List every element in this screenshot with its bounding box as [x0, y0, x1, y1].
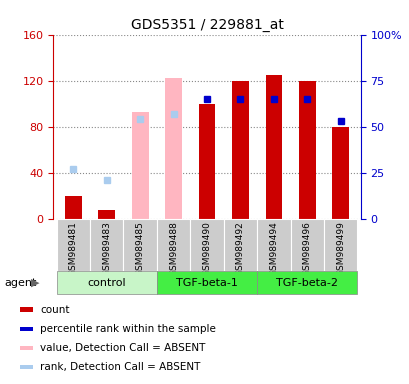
Text: rank, Detection Call = ABSENT: rank, Detection Call = ABSENT: [40, 362, 200, 372]
Text: count: count: [40, 305, 69, 314]
Bar: [165, 78, 182, 219]
Bar: [231, 81, 248, 219]
Bar: [123, 219, 157, 271]
Text: GSM989485: GSM989485: [135, 222, 144, 276]
Bar: [157, 271, 256, 294]
Text: agent: agent: [4, 278, 36, 288]
Bar: [157, 219, 190, 271]
Text: GSM989492: GSM989492: [236, 222, 244, 276]
Text: GSM989481: GSM989481: [69, 222, 78, 276]
Bar: [65, 196, 81, 219]
Title: GDS5351 / 229881_at: GDS5351 / 229881_at: [130, 18, 283, 32]
Bar: [298, 81, 315, 219]
Text: GSM989496: GSM989496: [302, 222, 311, 276]
Bar: [90, 219, 123, 271]
Text: GSM989494: GSM989494: [269, 222, 278, 276]
Text: control: control: [87, 278, 126, 288]
Bar: [20, 365, 33, 369]
Bar: [332, 127, 348, 219]
Text: GSM989488: GSM989488: [169, 222, 178, 276]
Bar: [56, 271, 157, 294]
Text: value, Detection Call = ABSENT: value, Detection Call = ABSENT: [40, 343, 205, 353]
Bar: [290, 219, 323, 271]
Text: ▶: ▶: [31, 278, 39, 288]
Bar: [223, 219, 256, 271]
Bar: [265, 75, 281, 219]
Bar: [132, 112, 148, 219]
Text: percentile rank within the sample: percentile rank within the sample: [40, 324, 215, 334]
Bar: [65, 196, 81, 219]
Bar: [323, 219, 357, 271]
Bar: [256, 271, 357, 294]
Bar: [98, 210, 115, 219]
Bar: [190, 219, 223, 271]
Bar: [20, 307, 33, 312]
Text: GSM989490: GSM989490: [202, 222, 211, 276]
Bar: [256, 219, 290, 271]
Bar: [56, 219, 90, 271]
Text: TGF-beta-2: TGF-beta-2: [276, 278, 337, 288]
Bar: [20, 326, 33, 331]
Bar: [198, 104, 215, 219]
Bar: [98, 210, 115, 219]
Text: GSM989499: GSM989499: [335, 222, 344, 276]
Bar: [20, 346, 33, 350]
Text: GSM989483: GSM989483: [102, 222, 111, 276]
Text: TGF-beta-1: TGF-beta-1: [176, 278, 237, 288]
